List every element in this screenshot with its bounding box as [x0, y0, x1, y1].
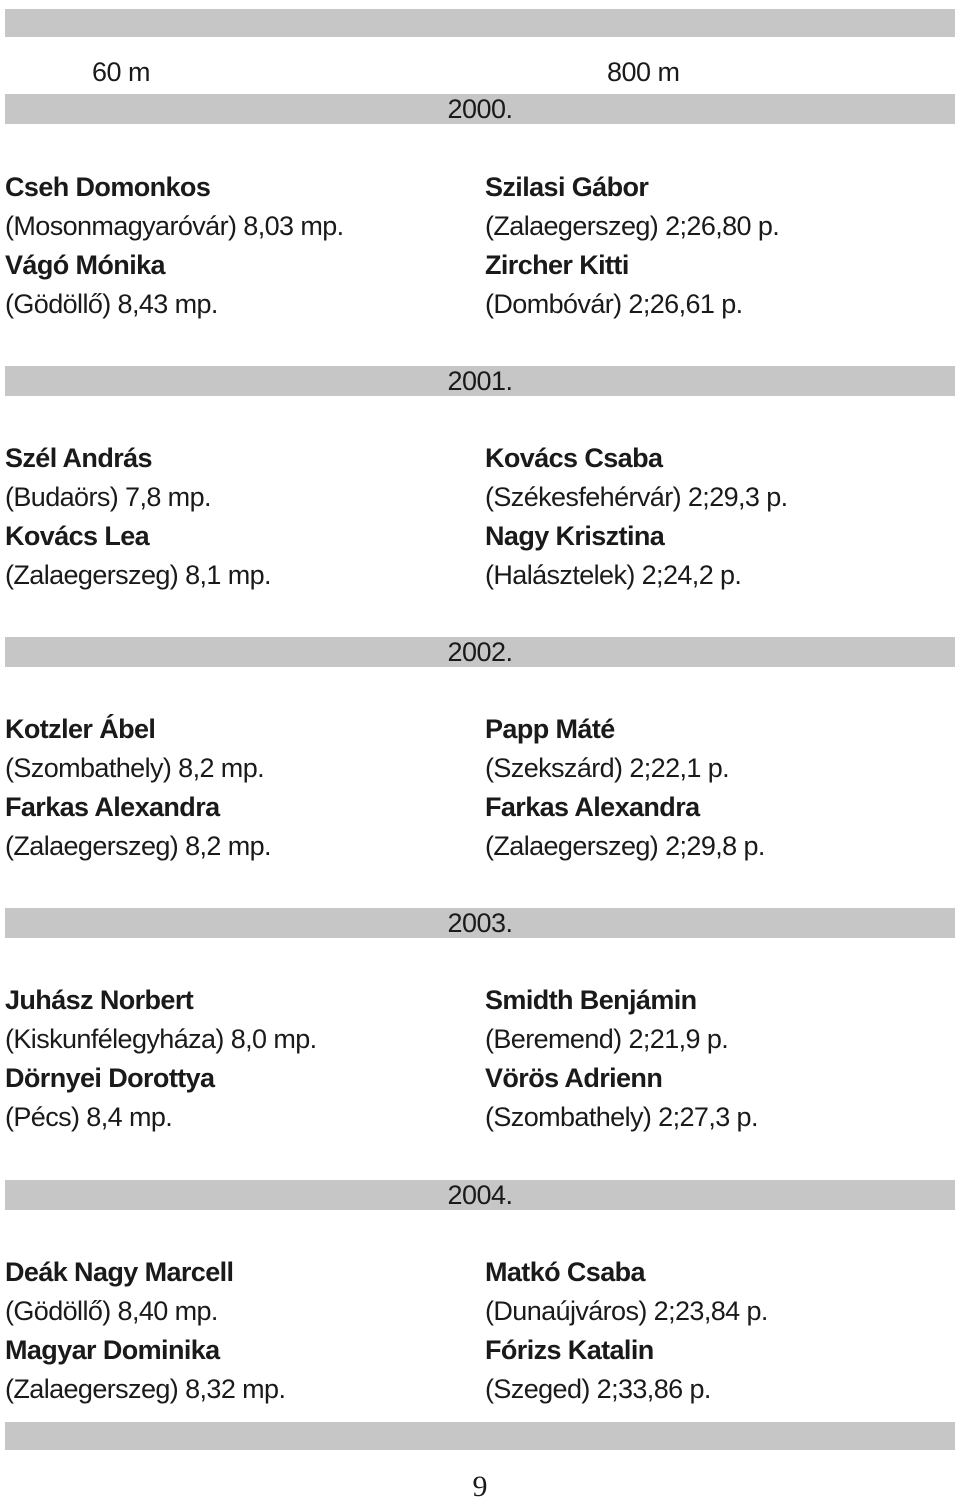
athlete-name: Kovács Lea [5, 521, 150, 551]
year-label: 2001. [447, 366, 513, 396]
athlete-name: Farkas Alexandra [5, 792, 220, 822]
athlete-result: (Gödöllő) 8,43 mp. [5, 289, 218, 319]
athlete-result: (Szombathely) 2;27,3 p. [485, 1102, 758, 1132]
results-800m-2004: Matkó Csaba (Dunaújváros) 2;23,84 p. Fór… [485, 1253, 955, 1409]
athlete-result: (Zalaegerszeg) 2;26,80 p. [485, 211, 780, 241]
year-label: 2000. [447, 94, 513, 124]
athlete-name: Smidth Benjámin [485, 985, 697, 1015]
athlete-name: Kotzler Ábel [5, 714, 156, 744]
year-label: 2002. [447, 637, 513, 667]
results-60m-2001: Szél András (Budaörs) 7,8 mp. Kovács Lea… [5, 439, 475, 595]
athlete-result: (Szeged) 2;33,86 p. [485, 1374, 711, 1404]
athlete-name: Matkó Csaba [485, 1257, 646, 1287]
athlete-result: (Mosonmagyaróvár) 8,03 mp. [5, 211, 344, 241]
results-800m-2001: Kovács Csaba (Székesfehérvár) 2;29,3 p. … [485, 439, 955, 595]
athlete-result: (Dombóvár) 2;26,61 p. [485, 289, 743, 319]
athlete-name: Szilasi Gábor [485, 172, 649, 202]
athlete-name: Nagy Krisztina [485, 521, 665, 551]
athlete-result: (Szombathely) 8,2 mp. [5, 753, 265, 783]
athlete-name: Vörös Adrienn [485, 1063, 663, 1093]
athlete-result: (Zalaegerszeg) 8,2 mp. [5, 831, 272, 861]
athlete-name: Papp Máté [485, 714, 615, 744]
athlete-name: Kovács Csaba [485, 443, 663, 473]
athlete-name: Cseh Domonkos [5, 172, 211, 202]
athlete-name: Fórizs Katalin [485, 1335, 654, 1365]
bottom-rule [5, 1422, 955, 1450]
results-800m-2003: Smidth Benjámin (Beremend) 2;21,9 p. Vör… [485, 981, 955, 1137]
athlete-name: Dörnyei Dorottya [5, 1063, 215, 1093]
athlete-result: (Székesfehérvár) 2;29,3 p. [485, 482, 788, 512]
athlete-name: Juhász Norbert [5, 985, 194, 1015]
results-800m-2000: Szilasi Gábor (Zalaegerszeg) 2;26,80 p. … [485, 168, 955, 324]
athlete-name: Deák Nagy Marcell [5, 1257, 234, 1287]
athlete-result: (Pécs) 8,4 mp. [5, 1102, 173, 1132]
results-60m-2003: Juhász Norbert (Kiskunfélegyháza) 8,0 mp… [5, 981, 475, 1137]
year-bar-2003: 2003. [5, 908, 955, 938]
athlete-result: (Kiskunfélegyháza) 8,0 mp. [5, 1024, 317, 1054]
athlete-name: Szél András [5, 443, 153, 473]
year-label: 2004. [447, 1180, 513, 1210]
athlete-result: (Halásztelek) 2;24,2 p. [485, 560, 742, 590]
athlete-name: Zircher Kitti [485, 250, 629, 280]
athlete-name: Magyar Dominika [5, 1335, 220, 1365]
heading-60m: 60 m [92, 57, 151, 87]
athlete-result: (Dunaújváros) 2;23,84 p. [485, 1296, 768, 1326]
athlete-result: (Beremend) 2;21,9 p. [485, 1024, 729, 1054]
top-rule [5, 9, 955, 37]
athlete-result: (Zalaegerszeg) 8,1 mp. [5, 560, 272, 590]
results-800m-2002: Papp Máté (Szekszárd) 2;22,1 p. Farkas A… [485, 710, 955, 866]
results-60m-2000: Cseh Domonkos (Mosonmagyaróvár) 8,03 mp.… [5, 168, 475, 324]
heading-800m: 800 m [607, 57, 680, 87]
results-60m-2002: Kotzler Ábel (Szombathely) 8,2 mp. Farka… [5, 710, 475, 866]
athlete-result: (Budaörs) 7,8 mp. [5, 482, 212, 512]
year-bar-2001: 2001. [5, 366, 955, 396]
athlete-name: Vágó Mónika [5, 250, 166, 280]
athlete-name: Farkas Alexandra [485, 792, 700, 822]
year-label: 2003. [447, 908, 513, 938]
athlete-result: (Gödöllő) 8,40 mp. [5, 1296, 218, 1326]
athlete-result: (Szekszárd) 2;22,1 p. [485, 753, 730, 783]
results-60m-2004: Deák Nagy Marcell (Gödöllő) 8,40 mp. Mag… [5, 1253, 475, 1409]
athlete-result: (Zalaegerszeg) 2;29,8 p. [485, 831, 765, 861]
year-bar-2002: 2002. [5, 637, 955, 667]
athlete-result: (Zalaegerszeg) 8,32 mp. [5, 1374, 286, 1404]
year-bar-2004: 2004. [5, 1180, 955, 1210]
year-bar-2000: 2000. [5, 94, 955, 124]
page-number: 9 [472, 1470, 488, 1503]
